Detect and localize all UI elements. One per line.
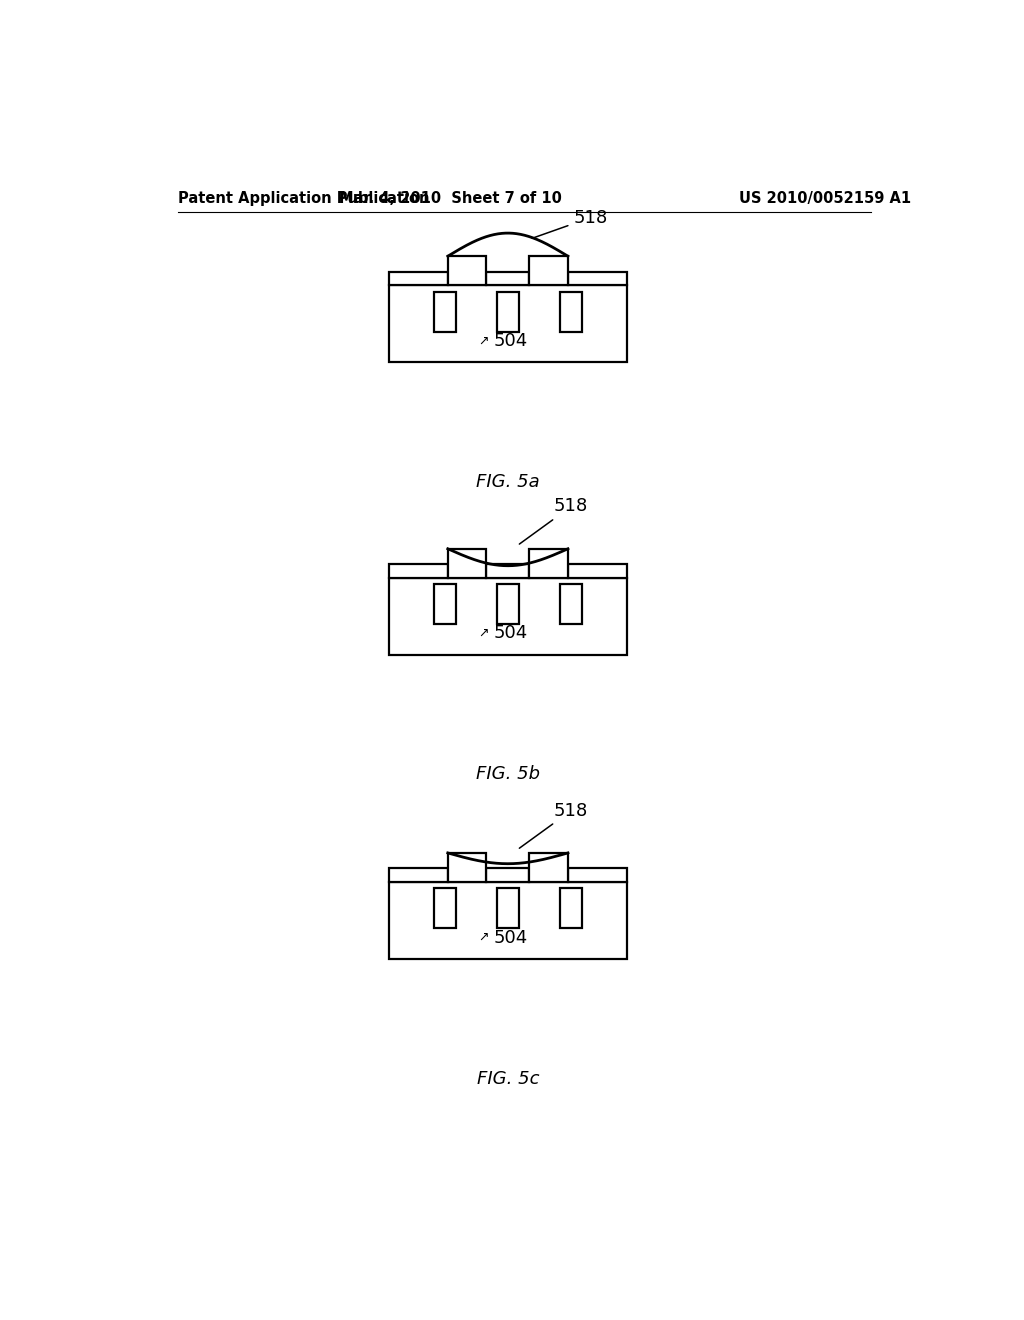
Bar xyxy=(388,272,447,285)
Text: 504: 504 xyxy=(494,331,528,350)
Text: US 2010/0052159 A1: US 2010/0052159 A1 xyxy=(739,191,911,206)
Bar xyxy=(497,888,518,928)
Bar xyxy=(388,869,447,882)
Text: FIG. 5b: FIG. 5b xyxy=(476,766,540,783)
Bar xyxy=(486,869,529,882)
Bar xyxy=(486,272,529,285)
Bar xyxy=(434,888,456,928)
Text: Mar. 4, 2010  Sheet 7 of 10: Mar. 4, 2010 Sheet 7 of 10 xyxy=(339,191,561,206)
Text: Patent Application Publication: Patent Application Publication xyxy=(178,191,430,206)
Bar xyxy=(447,853,486,882)
Text: FIG. 5c: FIG. 5c xyxy=(476,1069,539,1088)
Text: 504: 504 xyxy=(494,624,528,643)
Bar xyxy=(434,292,456,331)
Bar xyxy=(560,888,582,928)
Bar xyxy=(388,882,628,960)
Bar xyxy=(568,869,628,882)
Text: 518: 518 xyxy=(519,801,589,849)
Bar xyxy=(447,256,486,285)
Text: 518: 518 xyxy=(519,498,589,544)
Bar xyxy=(486,564,529,578)
Bar xyxy=(388,578,628,655)
Text: ↗: ↗ xyxy=(478,931,488,944)
Bar xyxy=(434,585,456,624)
Bar xyxy=(568,272,628,285)
Bar xyxy=(388,285,628,363)
Text: 504: 504 xyxy=(494,929,528,946)
Text: ↗: ↗ xyxy=(478,334,488,347)
Text: ↗: ↗ xyxy=(478,627,488,640)
Bar xyxy=(529,853,568,882)
Bar xyxy=(497,292,518,331)
Bar xyxy=(560,585,582,624)
Text: 518: 518 xyxy=(532,209,607,239)
Bar xyxy=(388,564,447,578)
Bar xyxy=(568,564,628,578)
Bar xyxy=(560,292,582,331)
Bar xyxy=(529,256,568,285)
Bar xyxy=(497,585,518,624)
Text: FIG. 5a: FIG. 5a xyxy=(476,473,540,491)
Bar xyxy=(447,549,486,578)
Bar xyxy=(529,549,568,578)
